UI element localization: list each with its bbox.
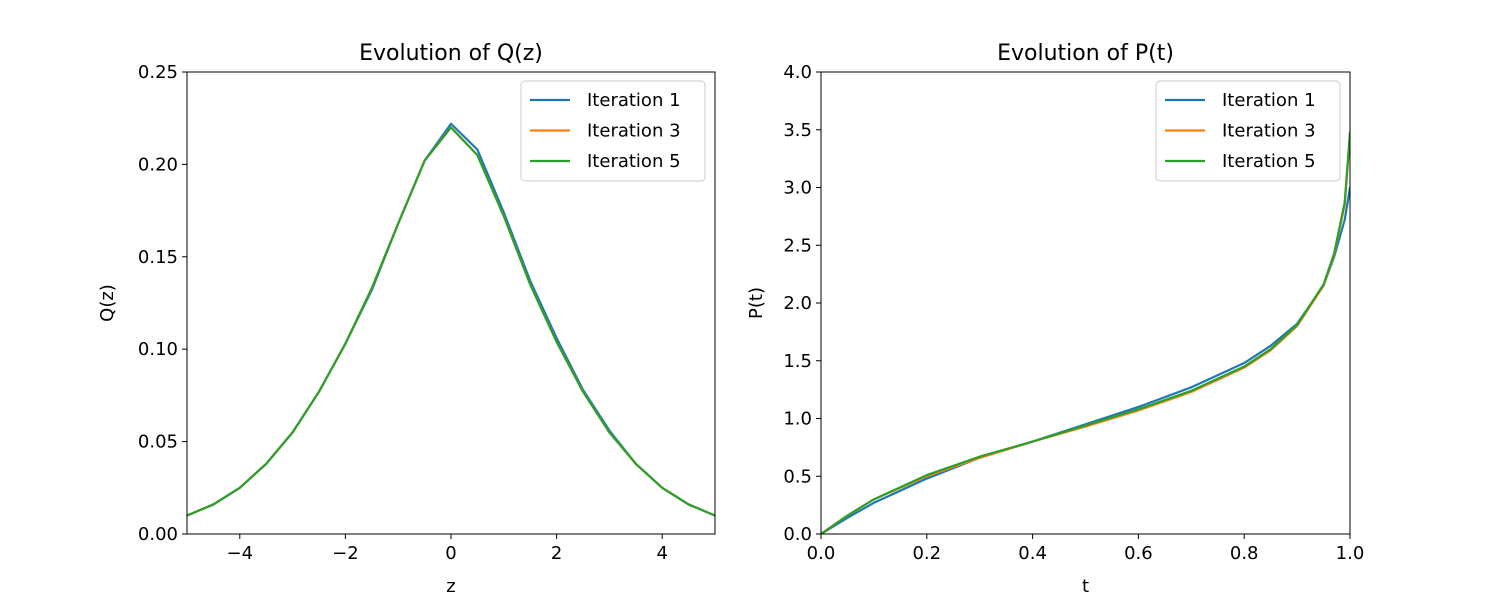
y-tick-label: 1.0 (783, 409, 812, 430)
legend-label-1: Iteration 1 (1222, 90, 1316, 111)
y-tick-label: 0.20 (138, 154, 178, 175)
x-tick-label: 0.2 (912, 543, 941, 564)
x-tick-label: 4 (656, 543, 667, 564)
y-axis-label: P(t) (746, 287, 767, 319)
y-tick-label: 0.5 (783, 466, 812, 487)
legend: Iteration 1 Iteration 3 Iteration 5 (1155, 80, 1341, 182)
x-tick-label: 0.4 (1018, 543, 1047, 564)
series-line-3 (187, 126, 715, 517)
chart-panel-q: −4 −2 0 2 4 0.00 0.05 0.10 0.15 0.20 0.25 Evolution… (97, 41, 716, 597)
series-line-1 (821, 186, 1350, 534)
legend-label-3: Iteration 5 (587, 151, 681, 172)
y-tick-label: 3.0 (783, 178, 812, 199)
y-tick-label: 0.0 (783, 524, 812, 545)
legend: Iteration 1 Iteration 3 Iteration 5 (520, 80, 706, 182)
x-tick-label: 1.0 (1336, 543, 1365, 564)
legend-label-2: Iteration 3 (1222, 121, 1316, 142)
y-tick-label: 0.15 (138, 247, 178, 268)
y-tick-label: 4.0 (783, 62, 812, 83)
legend-label-3: Iteration 5 (1222, 151, 1316, 172)
y-tick-label: 3.5 (783, 120, 812, 141)
legend-label-2: Iteration 3 (587, 121, 681, 142)
y-tick-label: 2.5 (783, 235, 812, 256)
legend-box (520, 80, 706, 182)
y-tick-label: 1.5 (783, 351, 812, 372)
y-tick-label: 2.0 (783, 293, 812, 314)
legend-box (1155, 80, 1341, 182)
series-line-2 (187, 126, 715, 517)
series-lines (821, 130, 1350, 534)
y-tick-label: 0.05 (138, 432, 178, 453)
y-tick-label: 0.25 (138, 62, 178, 83)
series-lines (187, 122, 715, 517)
chart-panel-p: 0.0 0.2 0.4 0.6 0.8 1.0 0.0 0.5 1.0 1.5 2.0 2.5 3.0 3… (746, 41, 1364, 597)
series-line-2 (821, 134, 1350, 534)
x-tick-label: 0.0 (807, 543, 836, 564)
x-tick-label: 0.6 (1124, 543, 1153, 564)
legend-label-1: Iteration 1 (587, 90, 681, 111)
x-tick-label: −4 (227, 543, 254, 564)
x-tick-label: 0 (445, 543, 456, 564)
chart-title: Evolution of P(t) (997, 41, 1174, 66)
y-axis-label: Q(z) (97, 284, 118, 322)
series-line-3 (821, 130, 1350, 534)
x-tick-label: 0.8 (1230, 543, 1259, 564)
chart-title: Evolution of Q(z) (359, 41, 543, 66)
series-line-1 (187, 122, 715, 517)
y-tick-label: 0.10 (138, 339, 178, 360)
x-axis-label: z (446, 576, 455, 597)
x-tick-label: 2 (551, 543, 562, 564)
x-tick-label: −2 (332, 543, 359, 564)
y-tick-label: 0.00 (138, 524, 178, 545)
x-axis-label: t (1082, 576, 1089, 597)
